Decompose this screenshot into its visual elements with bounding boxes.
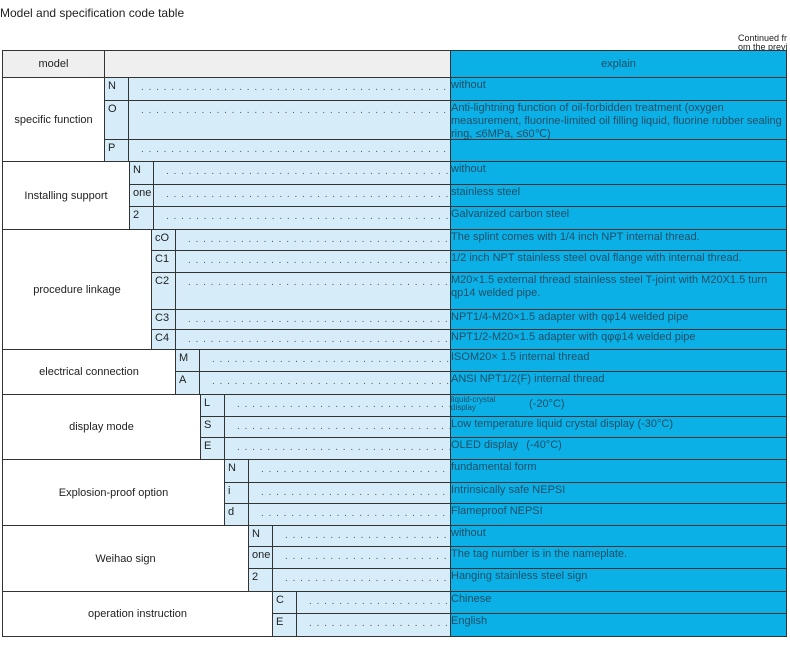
explain-cell: without <box>450 77 787 101</box>
group-label: specific function <box>2 77 105 162</box>
group-label: operation instruction <box>2 591 273 637</box>
header-explain: explain <box>450 50 787 78</box>
explain-text: OLED display <box>451 439 519 451</box>
group-label: Explosion-proof option <box>2 459 225 526</box>
explain-cell: without <box>450 161 787 185</box>
dot-leader: . . . . . . . . . . . . . . . . . . . . … <box>153 184 451 207</box>
dot-leader: . . . . . . . . . . . . . . . . . . . . … <box>224 416 451 438</box>
dot-leader: . . . . . . . . . . . . . . . . . . . . … <box>199 349 451 372</box>
dot-leader: . . . . . . . . . . . . . . . . . . . . … <box>248 503 451 526</box>
header-code <box>104 50 451 78</box>
explain-cell: OLED display (-40°C) <box>450 437 787 460</box>
code-cell: one <box>129 184 154 207</box>
group-label: procedure linkage <box>2 229 152 350</box>
code-cell: O <box>104 100 129 140</box>
dot-leader: . . . . . . . . . . . . . . . . . . . . … <box>248 459 451 483</box>
explain-cell: English <box>450 613 787 637</box>
code-cell: N <box>248 525 273 547</box>
continued-note: Continued from the previ <box>738 34 788 52</box>
explain-cell: Hanging stainless steel sign <box>450 568 787 592</box>
dot-leader: . . . . . . . . . . . . . . . . . . . . … <box>272 568 451 592</box>
dot-leader: . . . . . . . . . . . . . . . . . . . . … <box>296 591 451 614</box>
dot-leader: . . . . . . . . . . . . . . . . . . . . … <box>272 546 451 569</box>
explain-cell: ISOM20× 1.5 internal thread <box>450 349 787 372</box>
dot-leader: . . . . . . . . . . . . . . . . . . . . … <box>224 394 451 417</box>
explain-cell: Anti-lightning function of oil-forbidden… <box>450 100 787 140</box>
dot-leader: . . . . . . . . . . . . . . . . . . . . … <box>153 206 451 230</box>
dot-leader: . . . . . . . . . . . . . . . . . . . . … <box>175 272 451 310</box>
dot-leader: . . . . . . . . . . . . . . . . . . . . … <box>128 100 451 140</box>
header-model: model <box>2 50 105 78</box>
code-cell: N <box>224 459 249 483</box>
explain-cell: Flameproof NEPSI <box>450 503 787 526</box>
code-cell: 2 <box>248 568 273 592</box>
explain-cell: stainless steel <box>450 184 787 207</box>
dot-leader: . . . . . . . . . . . . . . . . . . . . … <box>175 229 451 251</box>
dot-leader: . . . . . . . . . . . . . . . . . . . . … <box>199 371 451 395</box>
explain-cell: 1/2 inch NPT stainless steel oval flange… <box>450 250 787 273</box>
dot-leader: . . . . . . . . . . . . . . . . . . . . … <box>153 161 451 185</box>
explain-cell: The tag number is in the nameplate. <box>450 546 787 569</box>
code-cell: cO <box>151 229 176 251</box>
explain-text: liquid-crystal display <box>451 395 496 412</box>
code-cell: A <box>175 371 200 395</box>
dot-leader: . . . . . . . . . . . . . . . . . . . . … <box>128 139 451 162</box>
explain-cell: fundamental form <box>450 459 787 483</box>
code-cell: N <box>104 77 129 101</box>
dot-leader: . . . . . . . . . . . . . . . . . . . . … <box>128 77 451 101</box>
explain-cell: Low temperature liquid crystal display (… <box>450 416 787 438</box>
dot-leader: . . . . . . . . . . . . . . . . . . . . … <box>224 437 451 460</box>
code-cell: M <box>175 349 200 372</box>
temperature-note: (-20°C) <box>529 397 565 410</box>
code-cell: C <box>272 591 297 614</box>
dot-leader: . . . . . . . . . . . . . . . . . . . . … <box>175 309 451 330</box>
page-title: Model and specification code table <box>0 6 185 20</box>
temperature-note: (-40°C) <box>526 439 562 451</box>
explain-cell: liquid-crystal display (-20°C) <box>450 394 787 417</box>
explain-cell: The splint comes with 1/4 inch NPT inter… <box>450 229 787 251</box>
dot-leader: . . . . . . . . . . . . . . . . . . . . … <box>175 329 451 350</box>
code-cell: C4 <box>151 329 176 350</box>
group-label: display mode <box>2 394 201 460</box>
code-cell: E <box>200 437 225 460</box>
code-cell: N <box>129 161 154 185</box>
code-cell: C2 <box>151 272 176 310</box>
code-cell: L <box>200 394 225 417</box>
explain-cell: NPT1/2-M20×1.5 adapter with qφφ14 welded… <box>450 329 787 350</box>
group-label: electrical connection <box>2 349 176 395</box>
code-cell: C3 <box>151 309 176 330</box>
explain-cell: ANSI NPT1/2(F) internal thread <box>450 371 787 395</box>
explain-cell: without <box>450 525 787 547</box>
code-cell: C1 <box>151 250 176 273</box>
code-cell: E <box>272 613 297 637</box>
explain-cell: NPT1/4-M20×1.5 adapter with qφ14 welded … <box>450 309 787 330</box>
code-cell: d <box>224 503 249 526</box>
dot-leader: . . . . . . . . . . . . . . . . . . . . … <box>272 525 451 547</box>
code-cell: 2 <box>129 206 154 230</box>
explain-cell: Chinese <box>450 591 787 614</box>
code-cell: S <box>200 416 225 438</box>
explain-cell: M20×1.5 external thread stainless steel … <box>450 272 787 310</box>
group-label: Weihao sign <box>2 525 249 592</box>
explain-cell <box>450 139 787 162</box>
dot-leader: . . . . . . . . . . . . . . . . . . . . … <box>175 250 451 273</box>
code-cell: i <box>224 482 249 504</box>
dot-leader: . . . . . . . . . . . . . . . . . . . . … <box>248 482 451 504</box>
dot-leader: . . . . . . . . . . . . . . . . . . . . … <box>296 613 451 637</box>
code-cell: one <box>248 546 273 569</box>
group-label: Installing support <box>2 161 130 230</box>
code-cell: P <box>104 139 129 162</box>
explain-cell: Galvanized carbon steel <box>450 206 787 230</box>
explain-cell: Intrinsically safe NEPSI <box>450 482 787 504</box>
